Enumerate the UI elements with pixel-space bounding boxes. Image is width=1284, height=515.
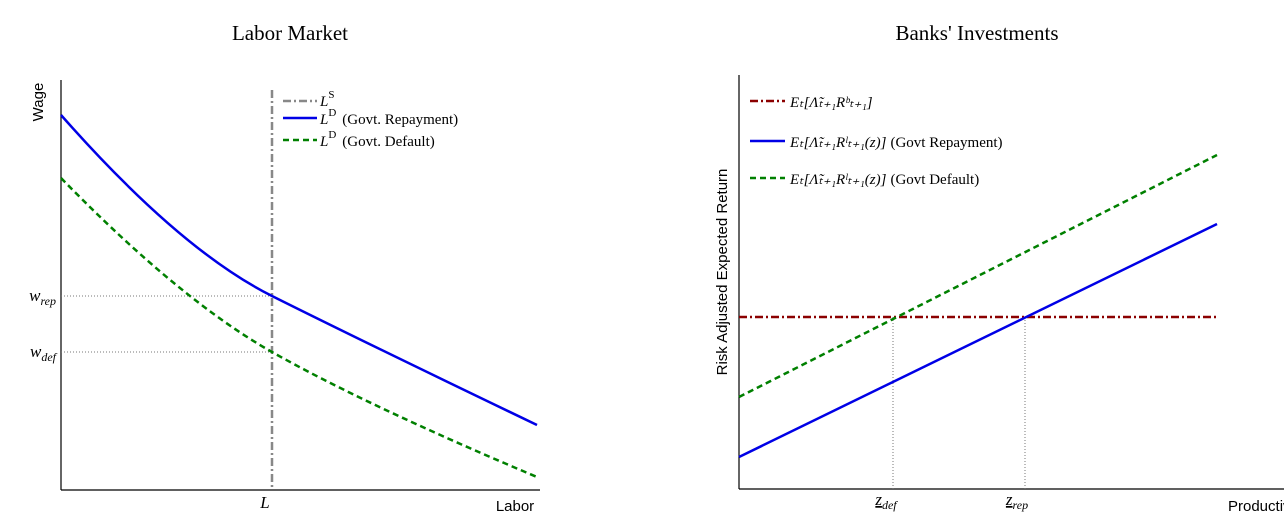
legend-expr: Eₜ[Λ̃ₜ₊₁Rˡₜ₊₁(z)]	[789, 172, 887, 188]
y-axis-label: Risk Adjusted Expected Return	[714, 169, 731, 376]
tick-base: w	[29, 286, 41, 305]
legend-text: (Govt. Default)	[342, 134, 434, 150]
legend-entry: LS	[319, 89, 334, 110]
x-tick-label: zdef	[874, 490, 898, 512]
legend-expr: Eₜ[Λ̃ₜ₊₁Rᵇₜ₊₁]	[789, 95, 873, 111]
legend-entry: Eₜ[Λ̃ₜ₊₁Rᵇₜ₊₁]	[789, 95, 873, 111]
y-tick-label: wrep	[29, 286, 56, 308]
legend-entry: Eₜ[Λ̃ₜ₊₁Rˡₜ₊₁(z)] (Govt Repayment)	[789, 135, 1003, 151]
legend-text: (Govt Repayment)	[890, 135, 1002, 151]
legend-entry: LD (Govt. Repayment)	[319, 107, 458, 128]
loan-repayment-line	[738, 222, 1218, 459]
tick-sub: rep	[1013, 498, 1029, 512]
x-tick-label: zrep	[1005, 490, 1028, 512]
panel-title: Labor Market	[232, 21, 348, 45]
tick-base: z	[874, 490, 882, 509]
y-axis-label: Wage	[30, 83, 47, 122]
demand-repayment-curve	[60, 114, 538, 427]
legend-base: L	[319, 112, 328, 128]
legend-base: L	[319, 134, 328, 150]
x-axis-label: Labor	[496, 498, 534, 515]
panel-title: Banks' Investments	[895, 21, 1058, 45]
legend-entry: LD (Govt. Default)	[319, 129, 435, 150]
tick-sub: rep	[40, 294, 56, 308]
legend-sup: D	[328, 107, 336, 119]
tick-sub: def	[882, 498, 898, 512]
x-tick-label: L	[259, 493, 269, 512]
y-tick-label: wdef	[30, 342, 58, 364]
legend-base: L	[319, 94, 328, 110]
labor-market-panel: Labor Market Wage Labor L wrep wdef LS L…	[29, 21, 540, 515]
legend-sup: D	[328, 129, 336, 141]
tick-base: z	[1005, 490, 1013, 509]
x-axis-label: Productivity	[1228, 498, 1284, 515]
loan-default-line	[738, 153, 1218, 399]
legend-text: (Govt Default)	[890, 172, 979, 188]
banks-investments-panel: Banks' Investments Risk Adjusted Expecte…	[714, 21, 1284, 515]
tick-base: w	[30, 342, 42, 361]
legend-sup: S	[328, 89, 334, 101]
legend-expr: Eₜ[Λ̃ₜ₊₁Rˡₜ₊₁(z)]	[789, 135, 887, 151]
tick-sub: def	[41, 350, 57, 364]
legend-entry: Eₜ[Λ̃ₜ₊₁Rˡₜ₊₁(z)] (Govt Default)	[789, 172, 979, 188]
demand-default-curve	[60, 177, 538, 479]
legend-text: (Govt. Repayment)	[342, 112, 458, 128]
